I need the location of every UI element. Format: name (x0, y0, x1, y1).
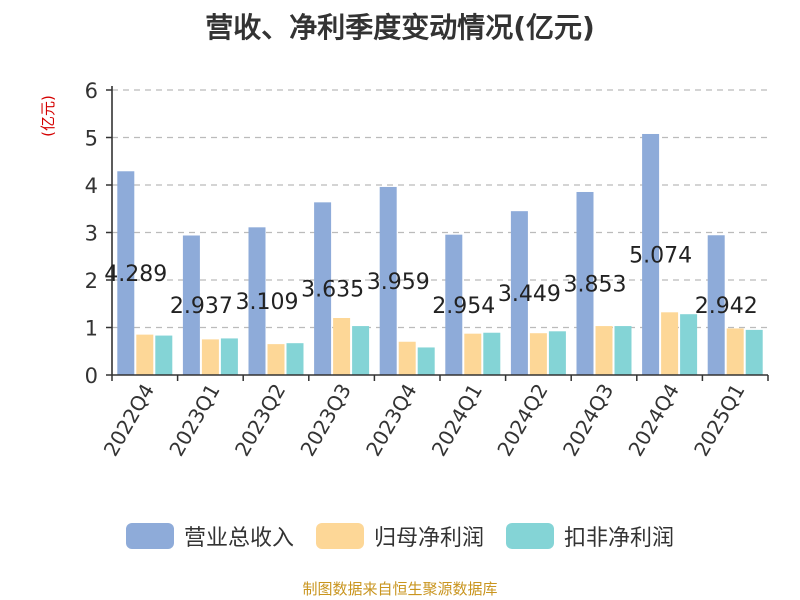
x-tick-label: 2024Q1 (427, 380, 487, 461)
legend-label-deducted-profit: 扣非净利润 (564, 526, 675, 551)
source-note: 制图数据来自恒生聚源数据库 (302, 580, 498, 598)
bar (529, 333, 547, 375)
bar (155, 335, 173, 375)
legend-label-revenue: 营业总收入 (183, 526, 294, 551)
data-label: 3.635 (301, 278, 364, 303)
bar (614, 326, 632, 375)
legend-item-revenue[interactable]: 营业总收入 (125, 520, 294, 552)
data-label: 3.449 (498, 282, 561, 307)
legend: 营业总收入 归母净利润 扣非净利润 (0, 520, 800, 552)
bar (117, 171, 135, 375)
y-tick-label: 3 (85, 222, 98, 246)
x-tick-label: 2023Q3 (295, 380, 355, 461)
y-tick-label: 6 (85, 79, 98, 103)
legend-item-deducted-profit[interactable]: 扣非净利润 (506, 520, 674, 552)
bar (398, 341, 416, 375)
chart-title: 营收、净利季度变动情况(亿元) (205, 11, 595, 44)
legend-label-net-profit: 归母净利润 (373, 526, 484, 551)
bar (220, 338, 238, 375)
legend-swatch-deducted-profit (506, 523, 554, 549)
bar (201, 339, 219, 375)
bar (642, 133, 660, 375)
bar (576, 191, 594, 375)
bar (314, 202, 332, 375)
bar (464, 333, 482, 375)
bar (680, 314, 698, 375)
bar (595, 326, 613, 375)
bar (745, 329, 763, 375)
bar (661, 312, 679, 375)
data-label: 2.942 (695, 294, 758, 319)
bar (267, 344, 285, 375)
x-tick-label: 2025Q1 (689, 380, 749, 461)
bar (182, 235, 200, 375)
y-tick-label: 5 (85, 127, 98, 151)
bar (510, 211, 528, 375)
x-tick-label: 2023Q1 (164, 380, 224, 461)
bar (707, 235, 725, 375)
legend-swatch-net-profit (315, 523, 364, 549)
x-tick-label: 2024Q3 (558, 380, 618, 461)
x-tick-label: 2022Q4 (99, 380, 159, 461)
y-tick-label: 2 (85, 269, 98, 293)
bar (445, 234, 463, 375)
data-label: 2.954 (432, 294, 495, 319)
x-tick-label: 2023Q2 (230, 380, 290, 461)
bar (548, 331, 566, 375)
x-tick-label: 2024Q2 (492, 380, 552, 461)
bar (379, 186, 397, 375)
legend-swatch-revenue (125, 523, 174, 549)
bar (286, 343, 304, 375)
bar (726, 328, 744, 375)
bar (483, 332, 501, 375)
y-axis-label: (亿元) (39, 95, 57, 137)
bar (333, 318, 351, 375)
bar (136, 334, 154, 375)
legend-item-net-profit[interactable]: 归母净利润 (315, 520, 484, 552)
bar (417, 347, 435, 375)
data-label: 3.109 (236, 290, 299, 315)
y-tick-label: 1 (85, 317, 98, 341)
y-tick-label: 4 (85, 174, 98, 198)
data-label: 3.959 (367, 270, 430, 295)
x-tick-label: 2024Q4 (623, 380, 683, 461)
bar (352, 326, 370, 375)
data-label: 5.074 (629, 243, 692, 268)
data-label: 2.937 (170, 294, 233, 319)
bar (248, 227, 266, 375)
y-tick-label: 0 (85, 364, 98, 388)
data-label: 3.853 (564, 272, 627, 297)
data-label: 4.289 (104, 262, 167, 287)
x-tick-label: 2023Q4 (361, 380, 421, 461)
